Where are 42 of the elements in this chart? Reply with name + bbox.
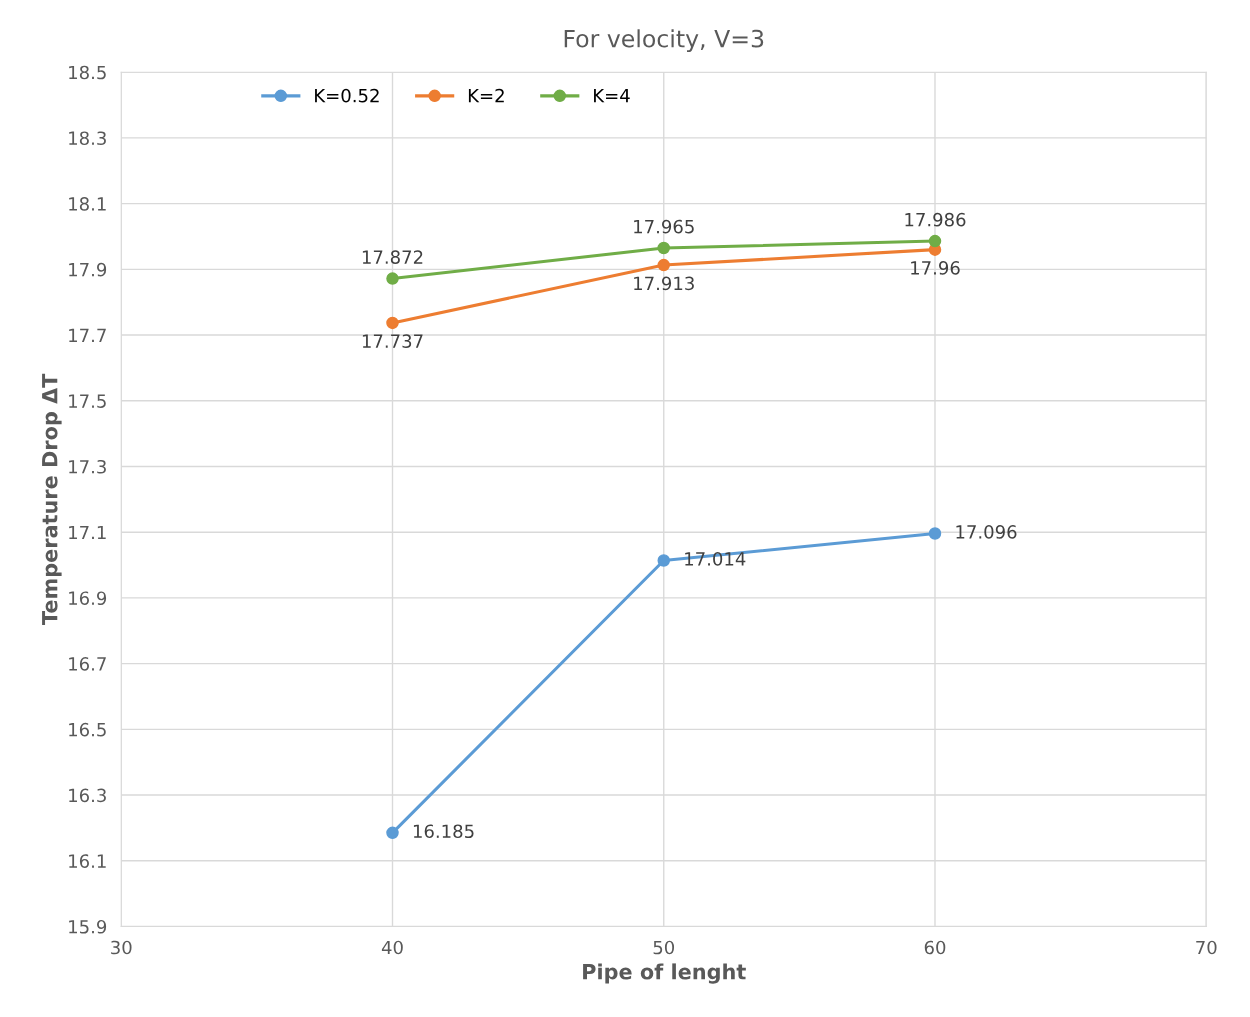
y-tick-label: 16.5 <box>69 722 106 737</box>
point <box>657 258 671 272</box>
data-label: 17.96 <box>911 261 960 275</box>
point <box>386 316 399 330</box>
y-tick-label: 16.9 <box>69 591 107 606</box>
x-tick-label: 70 <box>1196 940 1217 955</box>
data-label: 17.737 <box>362 334 423 348</box>
data-label: 17.965 <box>634 219 694 234</box>
data-label: 17.014 <box>685 552 746 566</box>
legend-label: K=2 <box>468 88 504 103</box>
y-tick-label: 17.9 <box>69 262 107 277</box>
chart-title: For velocity, V=3 <box>564 29 764 53</box>
data-label: 17.872 <box>362 250 423 264</box>
x-tick-label: 50 <box>653 940 675 955</box>
x-tick-label: 40 <box>381 940 403 955</box>
legend-label: K=0.52 <box>315 88 379 103</box>
y-axis-title: Temperature Drop ΔT <box>42 373 62 625</box>
y-tick-label: 18.3 <box>69 131 106 146</box>
data-label: 17.096 <box>956 525 1017 539</box>
point <box>657 241 671 255</box>
point <box>928 234 942 248</box>
y-tick-label: 17.1 <box>69 525 106 540</box>
legend-label: K=4 <box>594 89 630 103</box>
point <box>657 554 671 567</box>
y-tick-label: 15.9 <box>69 919 107 934</box>
data-label: 16.185 <box>413 824 474 839</box>
y-tick-label: 16.7 <box>69 657 106 671</box>
y-tick-label: 18.5 <box>69 65 106 80</box>
x-axis-title: Pipe of lenght <box>583 963 746 984</box>
y-tick-label: 17.5 <box>69 394 106 408</box>
point <box>386 826 399 840</box>
y-tick-label: 17.7 <box>69 328 106 342</box>
data-label: 17.986 <box>905 212 966 227</box>
y-tick-label: 18.1 <box>69 197 106 211</box>
point <box>386 272 399 285</box>
data-label: 17.913 <box>634 276 694 291</box>
y-tick-label: 17.3 <box>69 459 106 474</box>
x-tick-label: 60 <box>924 940 946 955</box>
y-tick-label: 16.1 <box>69 854 106 868</box>
y-tick-label: 16.3 <box>69 788 106 803</box>
point <box>928 527 942 540</box>
x-tick-label: 30 <box>111 940 132 955</box>
